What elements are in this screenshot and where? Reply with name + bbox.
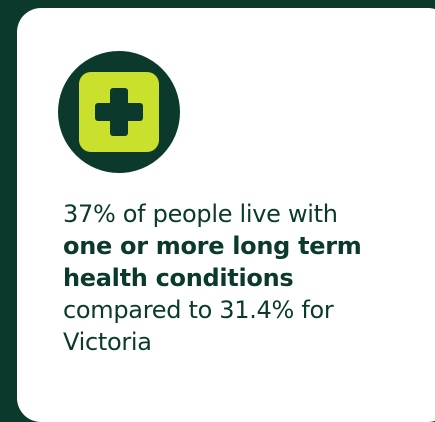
stat-text-line-4: compared to 31.4% for bbox=[63, 296, 334, 324]
stat-text-line-1: 37% of people live with bbox=[63, 200, 338, 228]
plus-icon bbox=[95, 88, 143, 136]
stat-text-highlight-line-1: one or more long term bbox=[63, 232, 362, 260]
stat-text-highlight-line-2: health conditions bbox=[63, 264, 294, 292]
health-plus-icon bbox=[79, 72, 159, 152]
stat-card: 37% of people live with one or more long… bbox=[17, 8, 435, 422]
stat-text-line-5: Victoria bbox=[63, 328, 152, 356]
stat-text: 37% of people live with one or more long… bbox=[63, 198, 423, 358]
icon-badge bbox=[58, 51, 180, 173]
